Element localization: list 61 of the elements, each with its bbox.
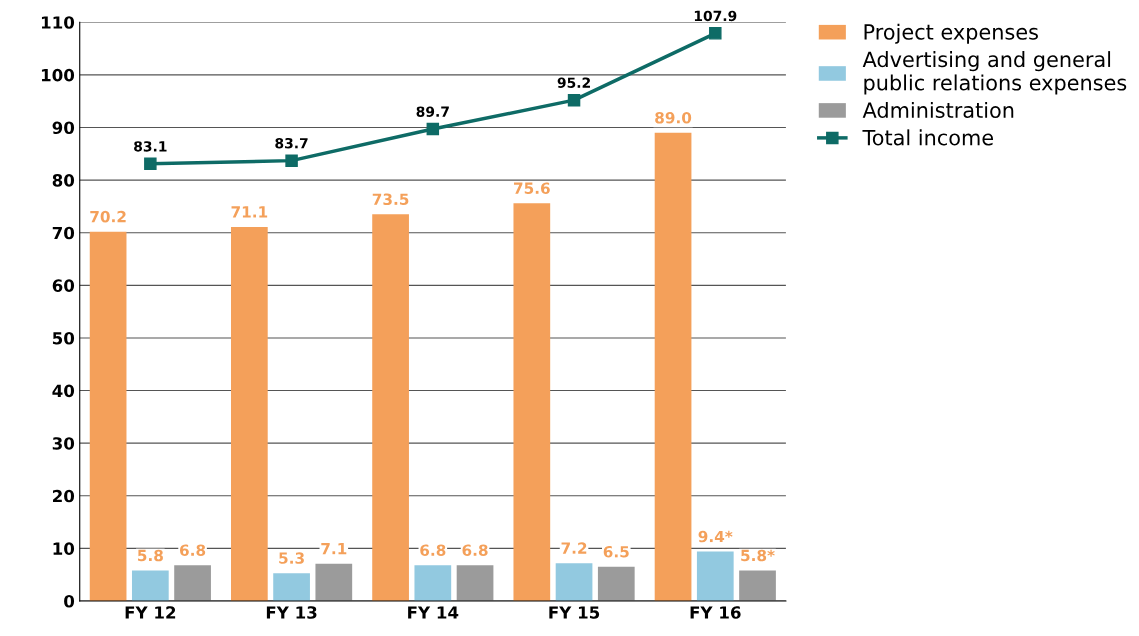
- legend-label: Administration: [862, 101, 1014, 119]
- legend-label: Total income: [862, 129, 994, 146]
- data-label: 83.7: [275, 137, 308, 149]
- data-label: 9.4*: [698, 530, 733, 543]
- y-tick-label: 0: [64, 594, 75, 608]
- data-label: 6.8: [420, 544, 446, 556]
- x-tick-label: FY 15: [549, 606, 600, 619]
- y-tick-label: 60: [52, 279, 75, 292]
- bar: [230, 226, 268, 602]
- data-label: 73.5: [372, 193, 409, 206]
- y-tick-label: 70: [52, 226, 75, 240]
- data-label: 5.3: [279, 552, 304, 564]
- legend-label: Project expenses: [864, 23, 1038, 44]
- y-tick-label: 80: [52, 174, 75, 187]
- point: [567, 93, 581, 107]
- bar: [89, 231, 127, 602]
- y-tick-label: 100: [41, 68, 75, 82]
- bar: [555, 563, 593, 602]
- data-label: 70.2: [90, 210, 126, 223]
- legend-label: Advertising and general public relations expenses: [862, 51, 1127, 95]
- data-label: 6.8: [179, 544, 206, 556]
- y-tick-label: 10: [53, 542, 75, 555]
- y-tick-label: 50: [52, 331, 75, 345]
- x-tick-label: FY 16: [690, 606, 741, 619]
- point: [285, 154, 298, 167]
- data-label: 5.8*: [741, 549, 775, 562]
- point: [709, 27, 722, 40]
- data-label: 89.0: [655, 111, 692, 124]
- data-label: 107.9: [694, 10, 737, 22]
- y-tick-label: 90: [52, 121, 75, 135]
- bar: [174, 565, 211, 602]
- bar: [597, 566, 635, 602]
- y-tick-label: 20: [52, 489, 75, 503]
- x-tick-label: FY 13: [266, 606, 317, 619]
- data-label: 7.1: [321, 543, 347, 555]
- y-tick-label: 30: [52, 437, 75, 450]
- bar: [654, 132, 692, 602]
- data-label: 6.8: [462, 544, 488, 556]
- bar: [131, 570, 169, 602]
- point: [426, 122, 440, 136]
- bar: [372, 214, 409, 602]
- data-label: 89.7: [416, 106, 449, 117]
- bar: [315, 563, 353, 602]
- data-label: 83.1: [134, 141, 167, 152]
- point: [144, 157, 157, 171]
- y-tick-label: 110: [41, 16, 75, 29]
- bar: [414, 565, 452, 602]
- data-label: 95.2: [557, 77, 590, 88]
- data-label: 75.6: [514, 182, 550, 194]
- data-label: 7.2: [561, 542, 587, 554]
- bar: [456, 565, 494, 602]
- bar: [273, 573, 310, 602]
- bar: [739, 570, 776, 602]
- bar: [513, 203, 551, 602]
- data-label: 5.8: [138, 549, 163, 562]
- data-label: 6.5: [603, 546, 629, 558]
- data-label: 71.1: [231, 206, 268, 218]
- y-tick-label: 40: [52, 384, 75, 398]
- x-tick-label: FY 14: [408, 606, 459, 619]
- x-tick-label: FY 12: [125, 606, 176, 619]
- bar: [696, 551, 734, 602]
